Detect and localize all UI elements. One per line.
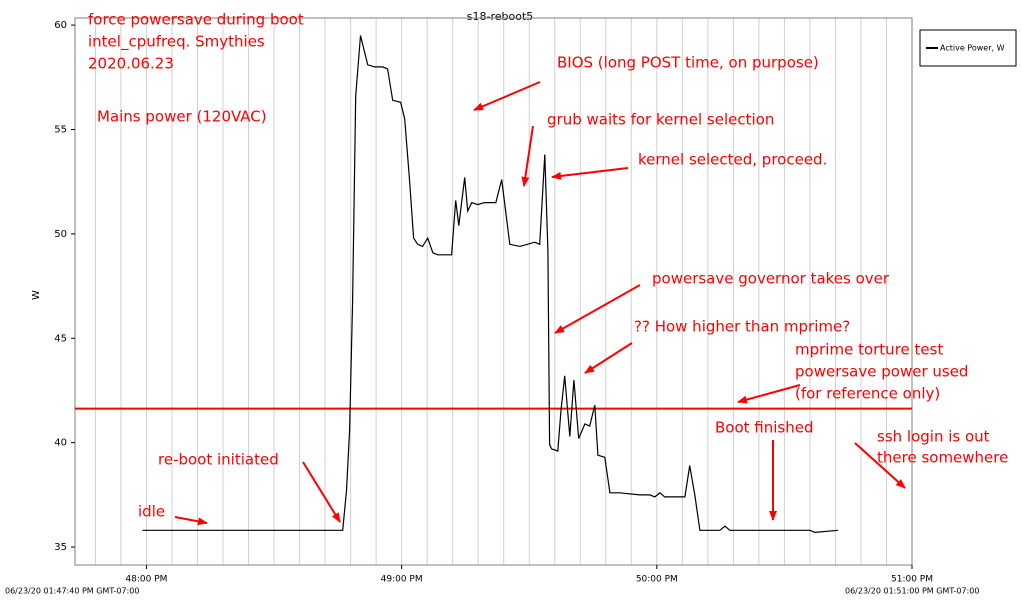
annotation: re-boot initiated xyxy=(158,451,279,469)
annotation: ?? How higher than mprime? xyxy=(634,318,850,336)
y-tick-label: 60 xyxy=(54,20,67,31)
x-tick-label: 48:00 PM xyxy=(125,575,167,585)
y-tick-label: 40 xyxy=(54,438,67,449)
y-axis-label: W xyxy=(31,290,42,300)
annotation-arrow xyxy=(174,516,208,526)
annotation-arrow xyxy=(473,81,541,111)
annotation: Boot finished xyxy=(715,419,814,437)
annotation: 2020.06.23 xyxy=(88,55,174,73)
y-tick-label: 50 xyxy=(54,229,67,240)
annotation-arrow xyxy=(521,125,534,187)
data-line xyxy=(142,35,839,534)
annotation-arrow xyxy=(554,284,641,334)
annotation-arrow xyxy=(737,384,801,404)
x-tick-label: 50:00 PM xyxy=(636,575,678,585)
chart-title: s18-reboot5 xyxy=(467,10,534,23)
x-tick-label: 49:00 PM xyxy=(381,575,423,585)
y-tick-label: 35 xyxy=(54,542,67,553)
annotation: force powersave during boot xyxy=(88,11,304,29)
annotation-arrow xyxy=(854,442,906,489)
annotation: ssh login is out xyxy=(877,428,990,446)
annotation-arrow xyxy=(551,167,629,180)
annotation: intel_cpufreq. Smythies xyxy=(88,33,265,52)
plot-frame xyxy=(74,17,913,566)
annotation: grub waits for kernel selection xyxy=(547,111,774,129)
annotation: idle xyxy=(138,503,165,521)
y-tick-label: 45 xyxy=(54,333,67,344)
annotation: (for reference only) xyxy=(795,385,940,403)
annotation: Mains power (120VAC) xyxy=(97,108,267,126)
annotation: BIOS (long POST time, on purpose) xyxy=(557,54,819,72)
annotation-arrow xyxy=(584,342,633,374)
x-tick-label: 51:00 PM xyxy=(891,575,933,585)
x-start-label: 06/23/20 01:47:40 PM GMT-07:00 xyxy=(5,587,139,596)
annotation: powersave power used xyxy=(795,363,968,381)
annotation: powersave governor takes over xyxy=(652,270,890,288)
x-end-label: 06/23/20 01:51:00 PM GMT-07:00 xyxy=(845,587,979,596)
y-tick-label: 55 xyxy=(54,124,67,135)
annotation: kernel selected, proceed. xyxy=(638,151,827,169)
annotation-arrow xyxy=(302,461,341,523)
annotation: mprime torture test xyxy=(795,341,943,359)
annotation: there somewhere xyxy=(877,449,1008,467)
legend-label: Active Power, W xyxy=(940,44,1005,53)
